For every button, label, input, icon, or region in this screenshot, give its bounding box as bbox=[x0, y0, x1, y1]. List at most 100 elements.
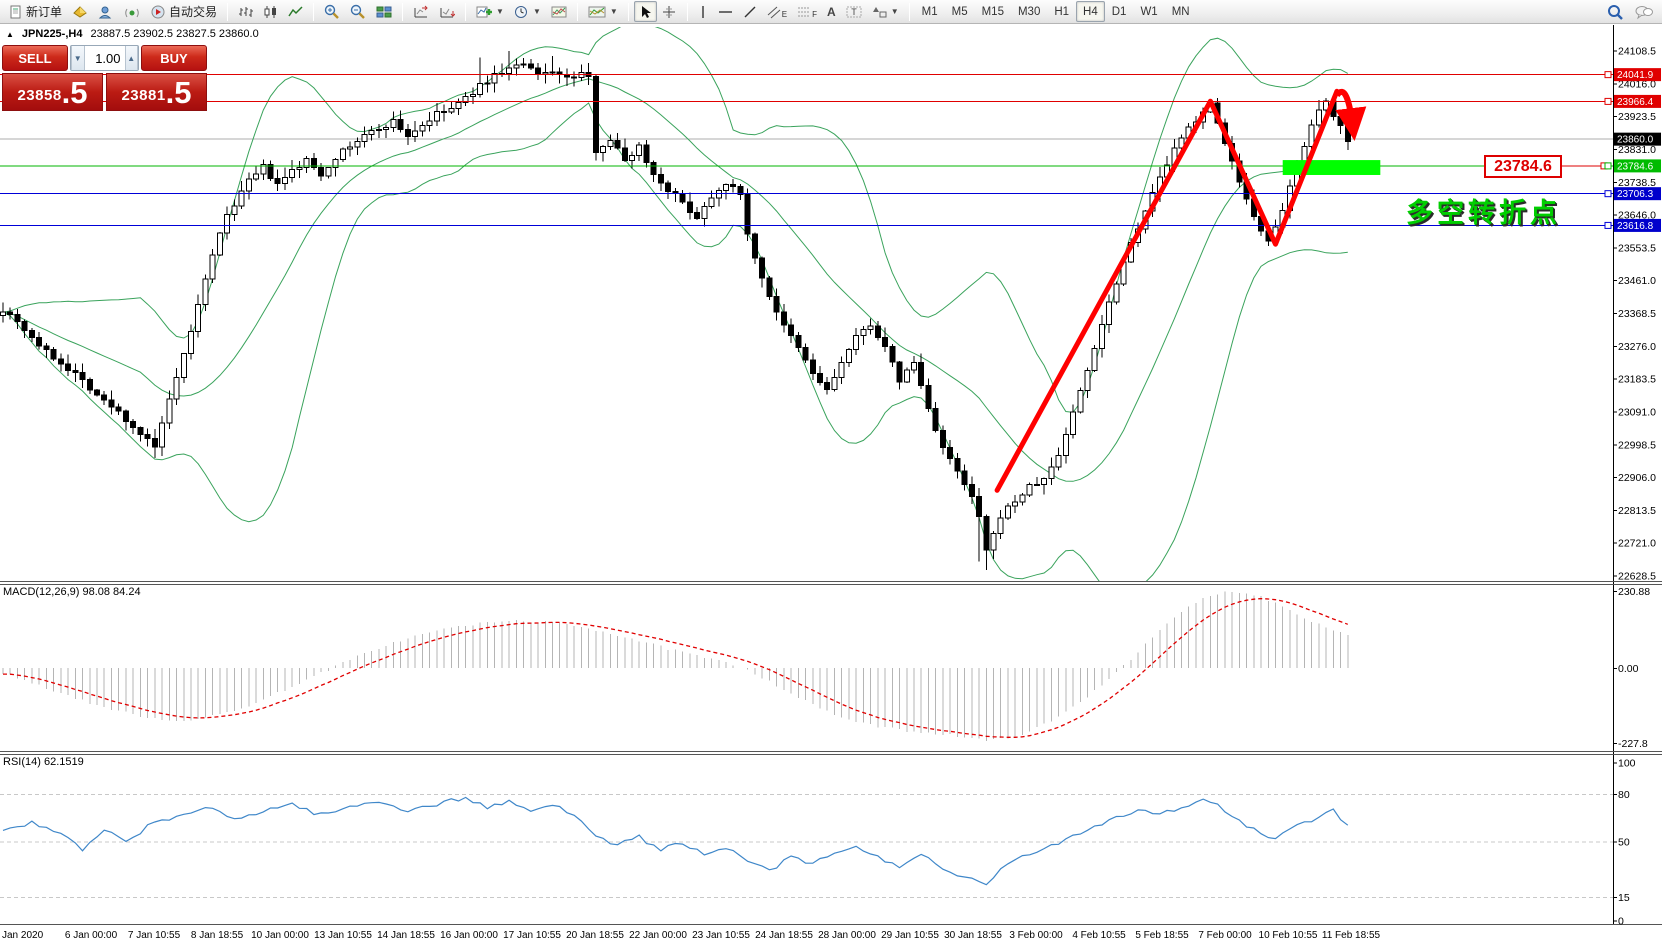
zoom-out-icon bbox=[350, 4, 366, 19]
volume-increase-button[interactable]: ▲ bbox=[124, 46, 138, 70]
timeframe-mn[interactable]: MN bbox=[1171, 5, 1190, 18]
candle-chart-button[interactable] bbox=[258, 1, 283, 22]
chart-template-button[interactable]: ▼ bbox=[583, 1, 623, 22]
sell-price-display[interactable]: 23858.5 bbox=[2, 73, 103, 111]
zoom-in-button[interactable] bbox=[319, 1, 345, 22]
tile-windows-button[interactable] bbox=[371, 1, 397, 22]
svg-text:7 Jan 10:55: 7 Jan 10:55 bbox=[128, 930, 181, 941]
svg-text:0.00: 0.00 bbox=[1618, 663, 1639, 675]
zoom-in-icon bbox=[324, 4, 340, 19]
buy-price-fraction: .5 bbox=[165, 75, 192, 110]
volume-input[interactable] bbox=[84, 46, 125, 70]
line-chart-button[interactable] bbox=[283, 1, 308, 22]
turning-point-text: 多空转折点 bbox=[1406, 198, 1561, 228]
shapes-button[interactable]: ▼ bbox=[867, 1, 904, 22]
svg-text:22 Jan 00:00: 22 Jan 00:00 bbox=[629, 930, 687, 941]
periods-caret: ▼ bbox=[532, 7, 541, 16]
timeframe-h1[interactable]: H1 bbox=[1054, 5, 1070, 18]
tile-windows-icon bbox=[376, 5, 392, 19]
text-button[interactable]: A bbox=[822, 1, 841, 22]
signal-icon bbox=[124, 5, 140, 19]
chart-window: 24108.5 24016.0 23923.5 23831.0 23738.5 23646… bbox=[0, 25, 1662, 943]
rsi-indicator-label: RSI(14) 62.1519 bbox=[3, 756, 84, 768]
svg-text:22813.5: 22813.5 bbox=[1618, 505, 1656, 517]
add-indicator-button[interactable]: ▼ bbox=[471, 1, 509, 22]
autotrading-button[interactable]: 自动交易 bbox=[145, 1, 222, 22]
price-callout[interactable]: 23784.6 bbox=[1484, 155, 1562, 178]
equidistant-channel-button[interactable]: E bbox=[762, 1, 792, 22]
fibonacci-icon bbox=[797, 5, 811, 19]
zoom-out-button[interactable] bbox=[345, 1, 371, 22]
main-chart[interactable]: 24108.5 24016.0 23923.5 23831.0 23738.5 23646… bbox=[0, 25, 1662, 943]
fibonacci-letter: F bbox=[812, 10, 818, 19]
svg-text:4 Feb 10:55: 4 Feb 10:55 bbox=[1072, 930, 1126, 941]
chat-button[interactable] bbox=[1629, 1, 1658, 22]
chart-template-caret: ▼ bbox=[609, 7, 618, 16]
crosshair-button[interactable] bbox=[657, 1, 682, 22]
svg-text:T: T bbox=[851, 7, 857, 17]
text-label-button[interactable]: T bbox=[841, 1, 867, 22]
buy-price-display[interactable]: 23881.5 bbox=[106, 73, 207, 111]
trendline-button[interactable] bbox=[738, 1, 762, 22]
new-order-icon bbox=[9, 5, 23, 19]
channel-letter: E bbox=[781, 10, 788, 19]
periods-button[interactable]: ▼ bbox=[509, 1, 546, 22]
volume-input-group: ▼ ▲ bbox=[70, 45, 139, 71]
svg-text:80: 80 bbox=[1618, 789, 1630, 801]
svg-text:24041.9: 24041.9 bbox=[1617, 70, 1654, 81]
add-indicator-icon bbox=[476, 5, 493, 19]
fibonacci-button[interactable]: F bbox=[792, 1, 822, 22]
chart-shift-button[interactable] bbox=[408, 1, 434, 22]
svg-text:14 Jan 18:55: 14 Jan 18:55 bbox=[377, 930, 435, 941]
svg-text:23616.8: 23616.8 bbox=[1617, 221, 1654, 232]
buy-button[interactable]: BUY bbox=[141, 45, 207, 71]
symbol-ohlc: 23887.5 23902.5 23827.5 23860.0 bbox=[90, 28, 259, 40]
timeframe-d1[interactable]: D1 bbox=[1111, 5, 1127, 18]
timeframe-m30[interactable]: M30 bbox=[1017, 5, 1041, 18]
timeframe-w1[interactable]: W1 bbox=[1140, 5, 1158, 18]
timeframe-h4[interactable]: H4 bbox=[1076, 1, 1105, 22]
search-button[interactable] bbox=[1602, 1, 1629, 22]
svg-text:3 Feb 00:00: 3 Feb 00:00 bbox=[1009, 930, 1063, 941]
sell-price-main: 23858 bbox=[17, 87, 62, 104]
text-label-icon: T bbox=[846, 5, 862, 19]
new-order-button[interactable]: 新订单 bbox=[4, 1, 67, 22]
vertical-line-icon bbox=[698, 5, 708, 19]
sell-button[interactable]: SELL bbox=[2, 45, 68, 71]
sell-price-fraction: .5 bbox=[61, 75, 88, 110]
svg-text:Jan 2020: Jan 2020 bbox=[2, 930, 44, 941]
svg-text:22906.0: 22906.0 bbox=[1618, 472, 1656, 484]
new-order-label: 新订单 bbox=[26, 5, 63, 19]
symbol-expander-icon[interactable]: ▲ bbox=[6, 29, 14, 39]
volume-decrease-button[interactable]: ▼ bbox=[71, 46, 85, 70]
svg-text:23276.0: 23276.0 bbox=[1618, 341, 1656, 353]
timeframe-m5[interactable]: M5 bbox=[951, 5, 968, 18]
svg-text:11 Feb 18:55: 11 Feb 18:55 bbox=[1322, 930, 1381, 941]
clock-icon bbox=[514, 5, 529, 19]
timeframe-m15[interactable]: M15 bbox=[981, 5, 1004, 18]
vertical-line-button[interactable] bbox=[693, 1, 713, 22]
auto-scroll-icon bbox=[439, 5, 456, 19]
macd-indicator-label: MACD(12,26,9) 98.08 84.24 bbox=[3, 586, 141, 598]
signal-button[interactable] bbox=[119, 1, 145, 22]
timeframe-m1[interactable]: M1 bbox=[921, 5, 938, 18]
horizontal-line-button[interactable] bbox=[713, 1, 738, 22]
auto-scroll-button[interactable] bbox=[434, 1, 460, 22]
channel-icon bbox=[767, 5, 781, 19]
svg-text:23738.5: 23738.5 bbox=[1618, 177, 1656, 189]
svg-text:23 Jan 10:55: 23 Jan 10:55 bbox=[692, 930, 750, 941]
add-indicator-caret: ▼ bbox=[496, 7, 504, 16]
svg-text:22998.5: 22998.5 bbox=[1618, 439, 1656, 451]
gold-button[interactable] bbox=[67, 1, 93, 22]
bar-chart-button[interactable] bbox=[233, 1, 258, 22]
svg-text:23183.5: 23183.5 bbox=[1618, 374, 1656, 386]
svg-text:50: 50 bbox=[1618, 837, 1630, 849]
chart-properties-icon bbox=[551, 5, 567, 19]
chart-properties-button[interactable] bbox=[546, 1, 572, 22]
svg-text:230.88: 230.88 bbox=[1618, 586, 1650, 598]
svg-text:23646.0: 23646.0 bbox=[1618, 210, 1656, 222]
cursor-button[interactable] bbox=[633, 1, 657, 22]
profile-button[interactable] bbox=[93, 1, 119, 22]
buy-price-main: 23881 bbox=[121, 87, 166, 104]
profile-icon bbox=[98, 5, 114, 19]
